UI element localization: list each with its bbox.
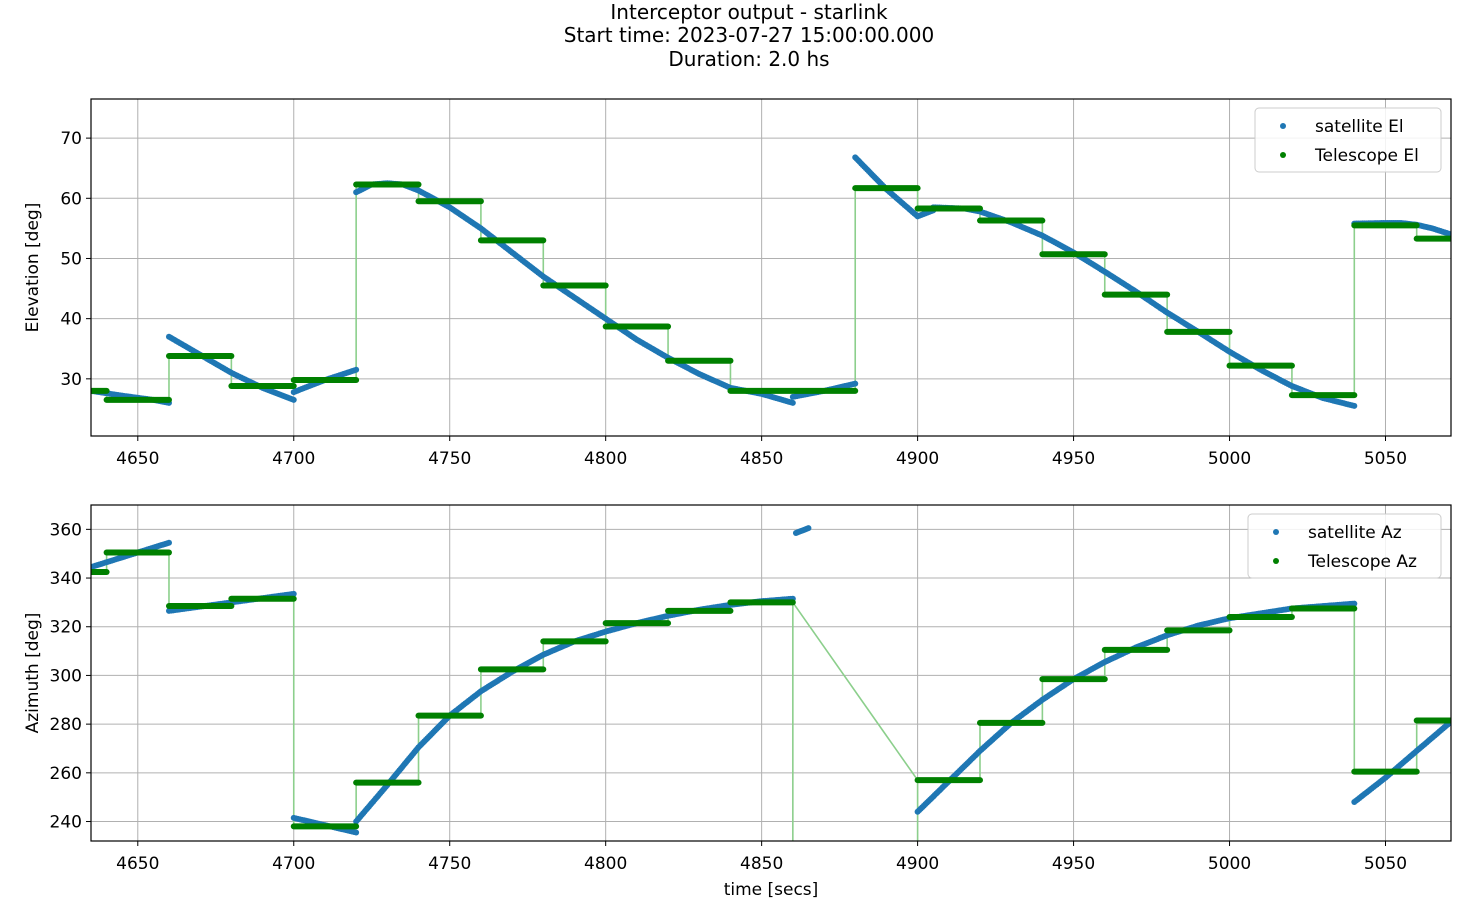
x-tick-label: 4800	[584, 449, 627, 469]
y-tick-label: 300	[50, 666, 82, 686]
x-tick-label: 4850	[740, 449, 783, 469]
x-tick-label: 4650	[116, 449, 159, 469]
y-tick-label: 70	[60, 129, 82, 149]
y-tick-label: 320	[50, 618, 82, 638]
y-tick-label: 280	[50, 715, 82, 735]
plot-area	[91, 154, 1451, 409]
legend-box	[1247, 513, 1442, 579]
azimuth-panel: 4650 4700 4750 4800 4850 4900 4950 5000 5050 240 2…	[23, 504, 1452, 900]
satellite-point	[1351, 600, 1358, 607]
y-tick-label: 240	[50, 813, 82, 833]
y-tick-label: 360	[50, 520, 82, 540]
x-axis-label: time [secs]	[724, 880, 819, 900]
chart-title-line-1: Interceptor output - starlink	[610, 0, 888, 24]
satellite-point	[165, 539, 172, 546]
x-tick-label: 4700	[272, 449, 315, 469]
chart-title-line-3: Duration: 2.0 hs	[668, 47, 829, 71]
satellite-point	[290, 590, 297, 597]
legend-entry-label: Telescope El	[1314, 146, 1419, 166]
legend-entry-label: satellite Az	[1308, 523, 1402, 543]
satellite-point	[353, 366, 360, 373]
legend: satellite El Telescope El	[1254, 107, 1442, 173]
plot-area	[91, 525, 1451, 841]
legend: satellite Az Telescope Az	[1247, 513, 1442, 579]
y-axis-label: Azimuth [deg]	[23, 613, 43, 734]
legend-marker	[1280, 152, 1286, 158]
x-tick-label: 4950	[1052, 854, 1095, 874]
x-tick-label: 4950	[1052, 449, 1095, 469]
y-axis-label: Elevation [deg]	[23, 203, 43, 333]
x-tick-label: 4650	[116, 854, 159, 874]
legend-marker	[1273, 558, 1279, 564]
legend-entry-label: satellite El	[1315, 117, 1404, 137]
x-tick-label: 4800	[584, 854, 627, 874]
y-tick-label: 60	[60, 189, 82, 209]
x-tick-label: 5000	[1208, 854, 1251, 874]
legend-box	[1254, 107, 1442, 173]
x-tick-label: 5050	[1364, 854, 1407, 874]
x-tick-label: 4750	[428, 854, 471, 874]
axes-frame	[90, 98, 1452, 437]
x-tick-label: 5050	[1364, 449, 1407, 469]
satellite-point	[353, 829, 360, 836]
x-tick-label: 4850	[740, 854, 783, 874]
chart-title-line-2: Start time: 2023-07-27 15:00:00.000	[564, 23, 934, 47]
x-tick-label: 4900	[896, 854, 939, 874]
x-tick-label: 4750	[428, 449, 471, 469]
satellite-point	[1351, 402, 1358, 409]
x-tick-label: 4900	[896, 449, 939, 469]
legend-marker	[1273, 529, 1279, 535]
y-tick-label: 30	[60, 370, 82, 390]
satellite-point	[805, 525, 812, 532]
legend-marker	[1280, 123, 1286, 129]
y-tick-label: 260	[50, 764, 82, 784]
y-tick-label: 50	[60, 249, 82, 269]
x-tick-label: 4700	[272, 854, 315, 874]
satellite-point	[789, 399, 796, 406]
legend-entry-label: Telescope Az	[1307, 552, 1417, 572]
satellite-point	[852, 380, 859, 387]
elevation-panel: 4650 4700 4750 4800 4850 4900 4950 5000 5050 30 40…	[23, 98, 1452, 469]
axes-frame	[90, 504, 1452, 842]
y-tick-label: 340	[50, 569, 82, 589]
y-tick-label: 40	[60, 310, 82, 330]
x-tick-label: 5000	[1208, 449, 1251, 469]
satellite-point	[290, 396, 297, 403]
